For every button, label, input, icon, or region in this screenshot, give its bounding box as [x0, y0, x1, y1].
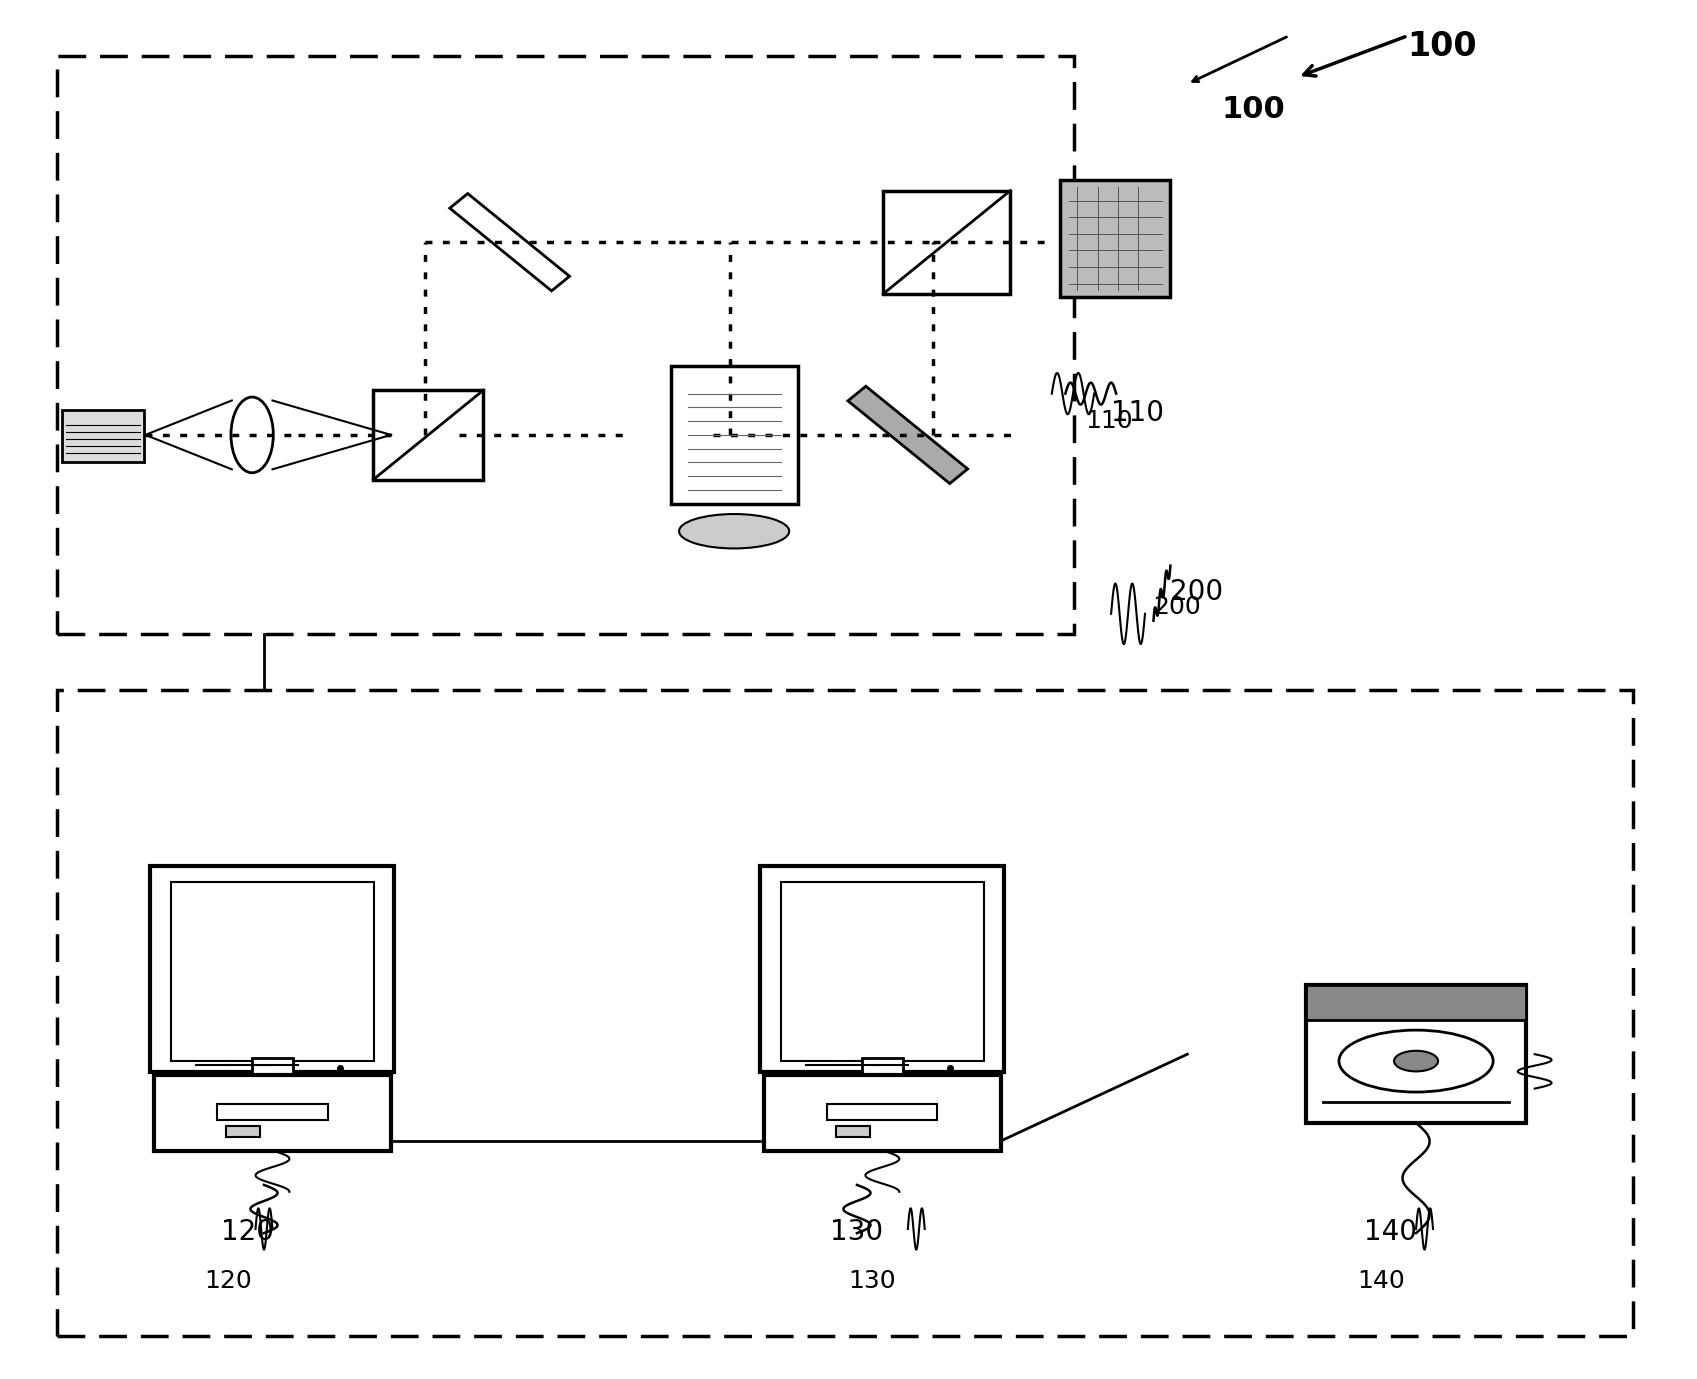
Bar: [151, 866, 394, 1071]
Polygon shape: [848, 386, 967, 484]
Text: 100: 100: [1407, 30, 1476, 63]
Bar: [670, 365, 798, 503]
Bar: [226, 1125, 260, 1136]
Bar: [764, 1074, 1001, 1150]
Text: 200: 200: [1154, 594, 1201, 619]
Text: 200: 200: [1171, 578, 1224, 605]
Bar: [760, 866, 1005, 1071]
Text: 140: 140: [1358, 1269, 1405, 1294]
Bar: [253, 1058, 294, 1088]
Text: 110: 110: [1112, 399, 1164, 427]
Bar: [1307, 986, 1526, 1020]
Bar: [862, 1058, 903, 1088]
Text: 130: 130: [848, 1269, 896, 1294]
Bar: [373, 390, 484, 480]
Bar: [171, 883, 373, 1060]
Bar: [828, 1103, 937, 1120]
Polygon shape: [450, 193, 570, 291]
Bar: [781, 883, 984, 1060]
Ellipse shape: [1393, 1051, 1437, 1071]
Ellipse shape: [679, 514, 789, 549]
Text: 120: 120: [221, 1218, 273, 1247]
Bar: [154, 1074, 390, 1150]
Ellipse shape: [1339, 1030, 1493, 1092]
Text: 130: 130: [830, 1218, 884, 1247]
Bar: [882, 190, 1010, 294]
Text: 110: 110: [1086, 410, 1134, 433]
Text: 120: 120: [205, 1269, 253, 1294]
Text: 100: 100: [1222, 95, 1285, 124]
Bar: [1061, 181, 1171, 298]
Bar: [217, 1103, 328, 1120]
Bar: [837, 1125, 869, 1136]
Bar: [1307, 986, 1526, 1123]
Text: 140: 140: [1364, 1218, 1417, 1247]
Bar: [63, 410, 144, 462]
